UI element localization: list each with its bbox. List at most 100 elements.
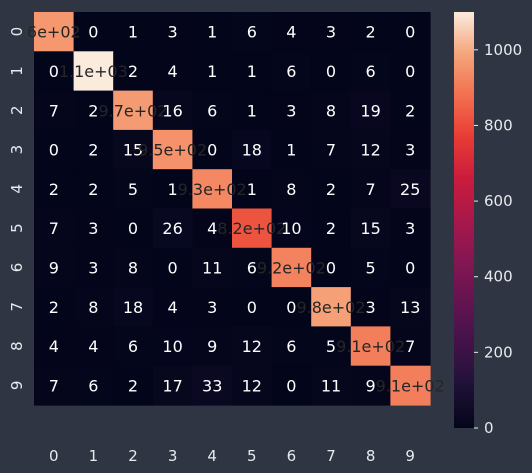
x-tick-label: 9: [405, 447, 415, 465]
cell-value-label: 0: [405, 62, 415, 81]
cell-value-label: 1: [286, 141, 296, 160]
y-tick-label: 3: [8, 145, 26, 155]
heatmap-cell: [350, 326, 391, 367]
heatmap-cell: [232, 365, 273, 406]
heatmap-cell: [192, 12, 233, 52]
cell-value-label: 1: [247, 180, 257, 199]
heatmap-cell: [73, 287, 114, 327]
cell-value-label: 3: [207, 298, 217, 317]
y-tick-label: 8: [8, 341, 26, 351]
x-tick-label: 6: [287, 447, 297, 465]
cell-value-label: 8: [286, 180, 296, 199]
x-tick-label: 0: [49, 447, 59, 465]
cell-value-label: 9: [366, 376, 376, 395]
cell-value-label: 2: [326, 180, 336, 199]
cell-value-label: 9.5e+02: [138, 141, 207, 160]
cell-value-label: 0: [326, 258, 336, 277]
heatmap-cell: [152, 247, 193, 288]
cell-value-label: 1: [168, 180, 178, 199]
heatmap-cell: [311, 12, 352, 52]
cell-value-label: 2: [49, 298, 59, 317]
cell-value-label: 8: [88, 298, 98, 317]
heatmap-cell: [152, 287, 193, 327]
cell-value-label: 0: [286, 298, 296, 317]
y-tick-label: 0: [8, 27, 26, 37]
cell-value-label: 2: [88, 141, 98, 160]
colorbar-tick-label: 0: [484, 419, 494, 437]
cell-value-label: 4: [168, 62, 178, 81]
heatmap-cell: [390, 365, 431, 406]
cell-value-label: 7: [366, 180, 376, 199]
cell-value-label: 5: [326, 337, 336, 356]
heatmap-cell: [113, 365, 154, 406]
cell-value-label: 7: [49, 376, 59, 395]
heatmap-cell: [271, 129, 312, 170]
cell-value-label: 12: [242, 337, 262, 356]
heatmap-cell: [113, 287, 154, 327]
heatmap-cell: [34, 326, 75, 367]
heatmap-cell: [271, 287, 312, 327]
cell-value-label: 3: [88, 219, 98, 238]
heatmap-cell: [232, 208, 273, 249]
heatmap-cell: [390, 90, 431, 131]
cell-value-label: 26: [162, 219, 182, 238]
cell-value-label: 5: [128, 180, 138, 199]
heatmap-cell: [73, 365, 114, 406]
heatmap-cell: [152, 365, 193, 406]
heatmap-cell: [192, 129, 233, 170]
cell-value-label: 0: [207, 141, 217, 160]
heatmap-cell: [390, 129, 431, 170]
cell-value-label: 4: [49, 337, 59, 356]
cell-value-label: 1: [128, 23, 138, 42]
cell-value-label: 6e+02: [27, 23, 81, 42]
cell-value-label: 6: [88, 376, 98, 395]
heatmap-cell: [271, 326, 312, 367]
heatmap-cell: [34, 208, 75, 249]
heatmap-cell: [390, 208, 431, 249]
heatmap-cell: [73, 51, 114, 92]
cell-value-label: 3: [326, 23, 336, 42]
colorbar-ticks: 0 200 400 600 800 1000: [474, 41, 522, 437]
heatmap-cell: [271, 247, 312, 288]
heatmap-cell: [192, 326, 233, 367]
cell-value-label: 6: [286, 62, 296, 81]
y-tick-label: 4: [8, 184, 26, 194]
heatmap-cell: [390, 51, 431, 92]
cell-value-label: 0: [247, 298, 257, 317]
cell-value-label: 1: [207, 23, 217, 42]
heatmap-cell: [311, 287, 352, 327]
heatmap-cell: [113, 247, 154, 288]
heatmap-cell: [34, 90, 75, 131]
cell-value-label: 33: [202, 376, 222, 395]
cell-value-label: 0: [405, 23, 415, 42]
cell-value-label: 4: [286, 23, 296, 42]
cell-value-label: 2: [128, 62, 138, 81]
heatmap-cell: [311, 90, 352, 131]
heatmap-cell: [34, 287, 75, 327]
y-axis-ticks: 0 1 2 3 4 5 6 7 8 9: [8, 27, 26, 390]
heatmap-cell: [73, 12, 114, 52]
cell-value-label: 2: [128, 376, 138, 395]
cell-value-label: 9.2e+02: [257, 258, 326, 277]
heatmap-cell: [390, 169, 431, 210]
heatmap-cell: [350, 12, 391, 52]
heatmap-cell: [192, 169, 233, 210]
cell-value-label: 2: [366, 23, 376, 42]
heatmap-cell: [73, 129, 114, 170]
heatmap-cell: [34, 365, 75, 406]
cell-value-label: 1: [207, 62, 217, 81]
cell-value-label: 3: [286, 101, 296, 120]
cell-value-label: 0: [49, 141, 59, 160]
heatmap-cell: [311, 208, 352, 249]
heatmap-cell: [350, 51, 391, 92]
heatmap-cell: [113, 51, 154, 92]
cell-value-label: 18: [123, 298, 143, 317]
colorbar: [454, 12, 474, 428]
cell-value-label: 9: [207, 337, 217, 356]
cell-value-label: 18: [242, 141, 262, 160]
heatmap-cell: [192, 51, 233, 92]
heatmap-cell: [232, 129, 273, 170]
heatmap-cell: [192, 90, 233, 131]
cell-value-label: 15: [360, 219, 380, 238]
cell-value-label: 2: [405, 101, 415, 120]
